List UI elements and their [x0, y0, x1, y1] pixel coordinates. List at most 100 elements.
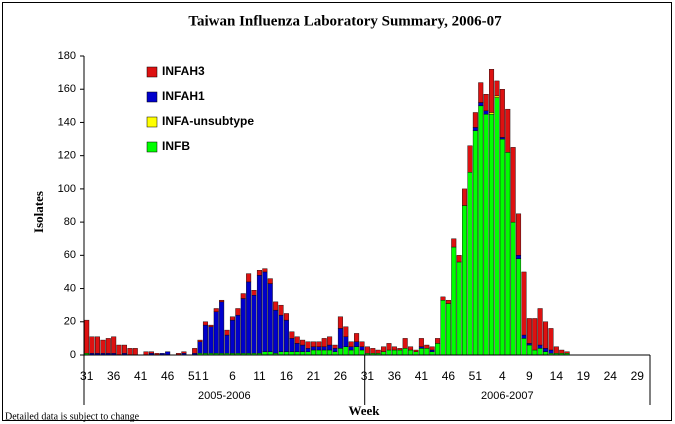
y-tick-label: 60 — [64, 249, 76, 261]
bar-segment — [478, 82, 484, 103]
bar-segment — [526, 344, 532, 356]
bar-segment — [148, 351, 154, 354]
bar-segment — [391, 346, 397, 351]
x-tick-label: 9 — [526, 369, 533, 383]
legend-label: INFAH1 — [162, 89, 205, 103]
bar-segment — [337, 328, 343, 349]
bar-segment — [240, 293, 246, 299]
y-tick-label: 80 — [64, 216, 76, 228]
bar-segment — [543, 321, 549, 349]
bar-segment — [537, 348, 543, 356]
bar-segment — [310, 341, 316, 347]
bar-segment — [192, 348, 198, 354]
bar-segment — [213, 308, 219, 313]
bar-segment — [327, 344, 333, 351]
x-group-label: 2005-2006 — [198, 390, 251, 402]
bar-segment — [499, 89, 505, 138]
bar-segment — [224, 329, 230, 336]
legend-swatch — [146, 141, 158, 153]
bar-segment — [354, 333, 360, 342]
bar-segment — [283, 313, 289, 321]
bar-segment — [408, 349, 414, 356]
bar-segment — [397, 348, 403, 351]
bar-segment — [262, 271, 268, 352]
y-tick-label: 120 — [58, 150, 76, 162]
bar-segment — [219, 301, 225, 354]
bar-segment — [197, 339, 203, 342]
bar-segment — [505, 108, 511, 153]
bar-segment — [456, 261, 462, 356]
bar-segment — [548, 328, 554, 351]
bar-segment — [483, 110, 489, 115]
bar-segment — [429, 346, 435, 351]
bar-segment — [516, 258, 522, 356]
bar-segment — [418, 346, 424, 349]
bar-segment — [321, 346, 327, 351]
bar-segment — [208, 324, 214, 327]
bar-segment — [111, 336, 117, 354]
bar-segment — [391, 349, 397, 356]
bar-segment — [543, 348, 549, 352]
x-tick-label: 11 — [253, 369, 266, 383]
bar-segment — [472, 112, 478, 128]
x-tick-label: 36 — [388, 369, 402, 383]
x-tick-label: 41 — [134, 369, 148, 383]
bar-segment — [472, 127, 478, 131]
bar-segment — [100, 339, 106, 354]
bar-segment — [327, 336, 333, 346]
bar-segment — [89, 336, 95, 354]
bar-segment — [229, 316, 235, 321]
bar-segment — [278, 304, 284, 316]
x-tick-label: 21 — [307, 369, 321, 383]
bar-segment — [310, 346, 316, 351]
x-tick-label: 36 — [107, 369, 121, 383]
bar-segment — [316, 346, 322, 351]
bar-segment — [553, 346, 559, 354]
bar-segment — [408, 346, 414, 351]
bar-segment — [483, 94, 489, 112]
chart-title: Taiwan Influenza Laboratory Summary, 200… — [188, 13, 502, 29]
bar-segment — [402, 348, 408, 356]
y-tick-label: 20 — [64, 316, 76, 328]
bar-segment — [256, 275, 262, 354]
bar-segment — [521, 271, 527, 336]
bar-segment — [462, 188, 468, 206]
x-tick-label: 51 — [188, 369, 202, 383]
bar-segment — [435, 343, 441, 356]
bar-segment — [375, 349, 381, 354]
x-tick-label: 1 — [202, 369, 209, 383]
bar-segment — [202, 321, 208, 326]
x-tick-label: 14 — [550, 369, 564, 383]
bar-segment — [289, 338, 295, 352]
bar-segment — [424, 348, 430, 356]
bar-segment — [246, 273, 252, 283]
bar-segment — [343, 326, 349, 337]
bar-segment — [526, 343, 532, 346]
bar-segment — [267, 278, 273, 284]
x-tick-label: 46 — [442, 369, 456, 383]
bar-segment — [116, 344, 122, 356]
x-tick-label: 26 — [334, 369, 348, 383]
bar-segment — [489, 112, 495, 115]
bar-segment — [440, 296, 446, 301]
legend-swatch — [146, 91, 158, 103]
bar-segment — [564, 351, 570, 354]
bar-segment — [370, 348, 376, 354]
bar-segment — [267, 283, 273, 352]
bar-segment — [510, 221, 516, 356]
x-tick-label: 51 — [469, 369, 483, 383]
bar-segment — [208, 326, 214, 354]
bar-segment — [300, 339, 306, 346]
bar-segment — [273, 309, 279, 354]
bar-segment — [127, 348, 133, 356]
bar-segment — [413, 349, 419, 352]
bar-segment — [489, 69, 495, 113]
bar-segment — [294, 336, 300, 344]
bar-segment — [381, 346, 387, 352]
bar-segment — [359, 346, 365, 351]
bar-segment — [462, 205, 468, 356]
bar-segment — [532, 349, 538, 356]
y-axis-title: Isolates — [31, 191, 46, 233]
bar-segment — [305, 341, 311, 349]
